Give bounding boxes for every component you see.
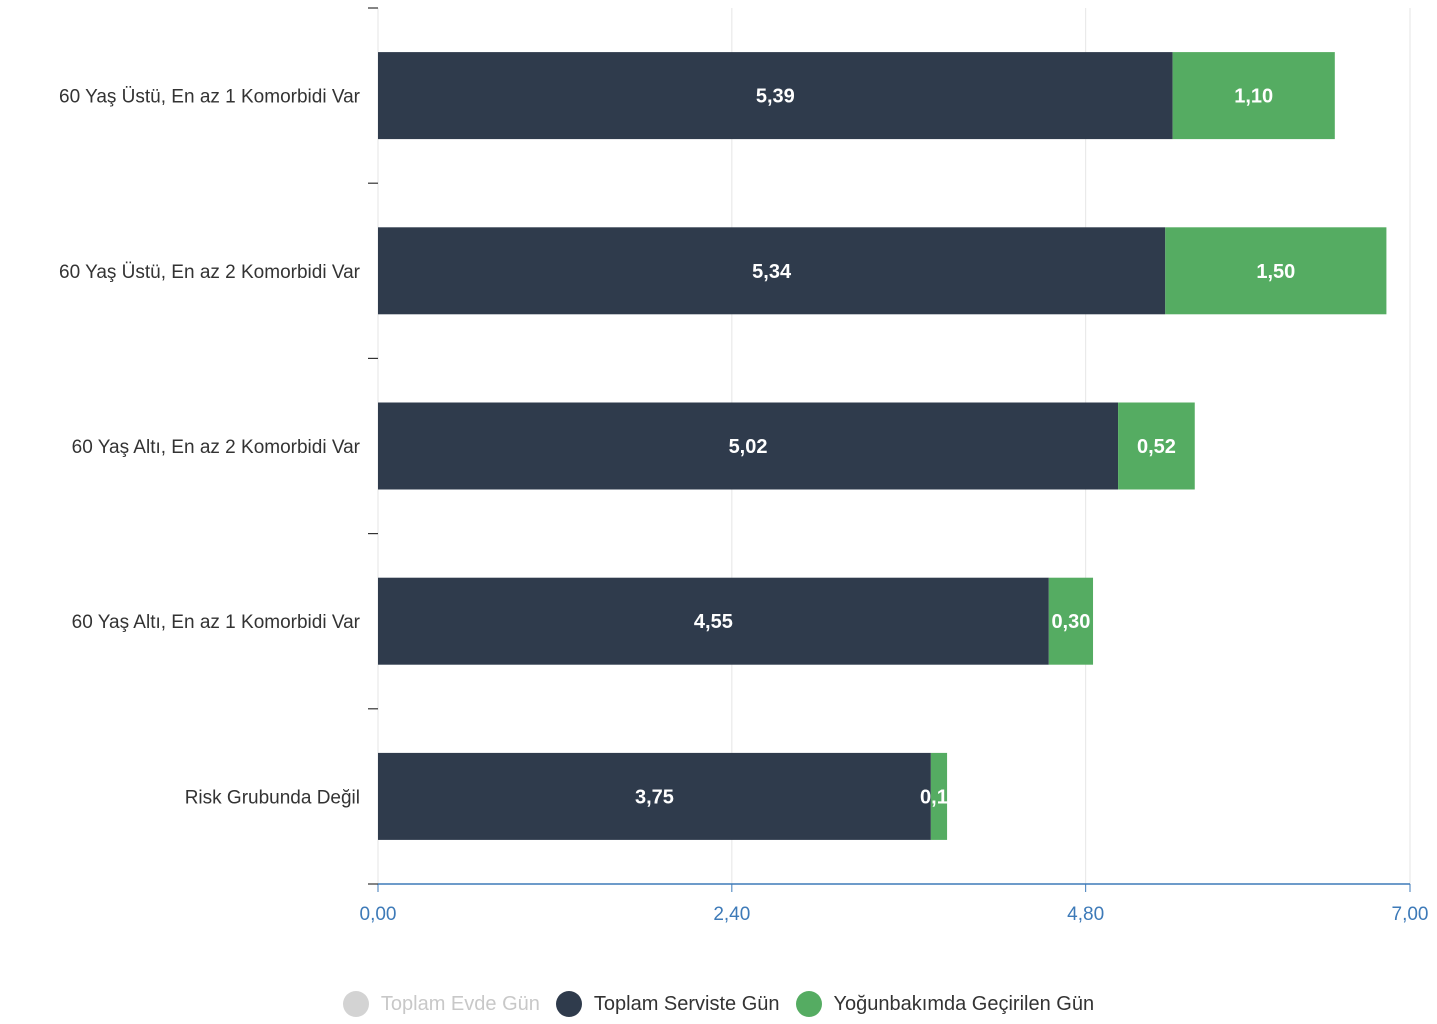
bar-segment[interactable]	[378, 227, 1166, 315]
data-label: 4,55	[694, 611, 733, 633]
bar-segment[interactable]	[1172, 52, 1335, 140]
data-label: 5,02	[729, 436, 768, 458]
bar-segment[interactable]	[378, 577, 1049, 665]
bar-segment[interactable]	[378, 52, 1173, 140]
data-label: 3,75	[635, 786, 674, 808]
bar-segment[interactable]	[930, 752, 948, 840]
y-category-label: 60 Yaş Altı, En az 2 Komorbidi Var	[72, 437, 361, 458]
data-label: 0,30	[1051, 611, 1090, 633]
legend-label: Toplam Serviste Gün	[593, 992, 780, 1015]
bar-segment[interactable]	[1118, 402, 1195, 490]
y-category-label: 60 Yaş Üstü, En az 2 Komorbidi Var	[59, 262, 361, 283]
x-tick-label: 0,00	[360, 904, 397, 925]
legend-label: Yoğunbakımda Geçirilen Gün	[833, 992, 1095, 1015]
y-category-label: 60 Yaş Üstü, En az 1 Komorbidi Var	[59, 87, 361, 108]
y-category-label: 60 Yaş Altı, En az 1 Komorbidi Var	[72, 612, 361, 633]
data-label: 0,11	[920, 786, 958, 808]
data-label: 1,10	[1234, 86, 1273, 108]
data-label: 5,34	[752, 261, 792, 283]
legend-item-yogunbakimda-gecirilen-gun[interactable]: Yoğunbakımda Geçirilen Gün	[795, 991, 1095, 1017]
data-label: 5,39	[756, 86, 795, 108]
data-label: 1,50	[1256, 261, 1295, 283]
stacked-bar-chart: 0,00 2,40 4,80 7,00 60 Yaş Üstü, En az 1 Kom…	[59, 7, 1428, 925]
bar-segment[interactable]	[1048, 577, 1094, 665]
axes	[368, 7, 1411, 892]
legend-marker-toplam-evde-gun	[342, 991, 369, 1017]
bar-segment[interactable]	[1165, 227, 1387, 315]
x-tick-label: 4,80	[1067, 904, 1104, 925]
legend-label: Toplam Evde Gün	[380, 992, 540, 1015]
bar-segment[interactable]	[378, 752, 931, 840]
legend-marker-toplam-serviste-gun	[555, 991, 582, 1017]
bars	[378, 52, 1387, 840]
x-tick-label: 7,00	[1392, 904, 1429, 925]
legend-item-toplam-serviste-gun[interactable]: Toplam Serviste Gün	[555, 991, 780, 1017]
labels: 0,00 2,40 4,80 7,00 60 Yaş Üstü, En az 1 Kom…	[59, 86, 1428, 925]
legend-marker-yogunbakimda-gecirilen-gun	[795, 991, 822, 1017]
legend: Toplam Evde Gün Toplam Serviste Gün Yoğu…	[0, 984, 1437, 1024]
data-label: 0,52	[1137, 436, 1176, 458]
y-category-label: Risk Grubunda Değil	[185, 787, 360, 808]
legend-item-toplam-evde-gun[interactable]: Toplam Evde Gün	[342, 991, 540, 1017]
bar-segment[interactable]	[378, 402, 1119, 490]
x-tick-label: 2,40	[713, 904, 750, 925]
